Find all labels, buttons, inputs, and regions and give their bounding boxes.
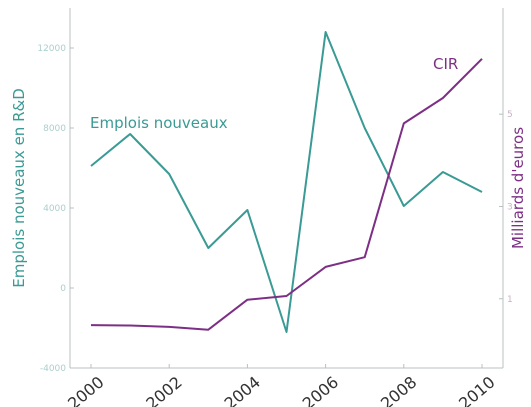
- left-tick-label: 4000: [43, 204, 66, 214]
- bottom-tick-label: 2006: [299, 373, 342, 407]
- bottom-tick-label: 2000: [64, 373, 107, 407]
- series-line-emplois-nouveaux: [90, 31, 483, 333]
- bottom-tick-label: 2010: [455, 373, 498, 407]
- right-tick-label: 1: [507, 295, 513, 305]
- axes: [69, 8, 504, 369]
- right-tick-label: 5: [507, 110, 513, 120]
- bottom-tick-label: 2002: [142, 373, 185, 407]
- left-tick-label: 8000: [43, 124, 66, 134]
- right-tick-label: 3: [507, 202, 513, 212]
- series-label-cir: CIR: [433, 55, 458, 73]
- bottom-tick-label: 2008: [377, 373, 420, 407]
- left-tick-label: 0: [60, 284, 66, 294]
- series-lines: [90, 31, 483, 333]
- y-axis-right-label: Milliards d'euros: [509, 127, 527, 249]
- left-tick-label: -4000: [40, 364, 66, 374]
- series-line-cir: [90, 58, 483, 331]
- bottom-tick-label: 2004: [221, 373, 264, 407]
- left-tick-label: 12000: [37, 44, 66, 54]
- series-label-emplois-nouveaux: Emplois nouveaux: [90, 114, 228, 132]
- y-axis-left-label: Emplois nouveaux en R&D: [10, 88, 28, 288]
